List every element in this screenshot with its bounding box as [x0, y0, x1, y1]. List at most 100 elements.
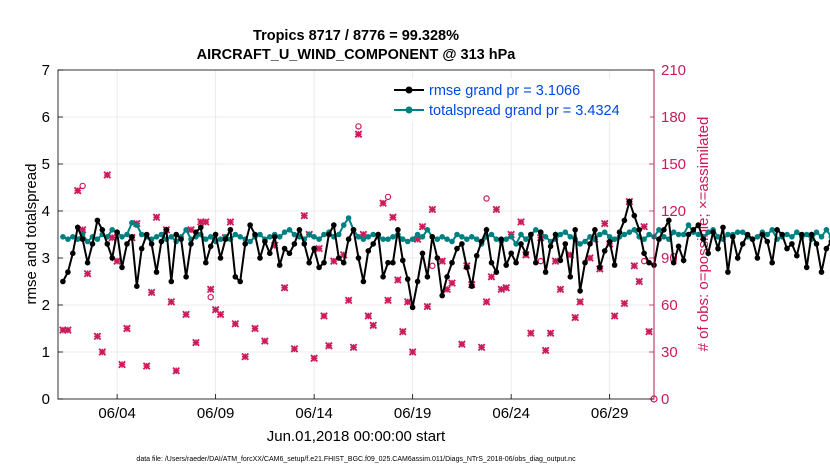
- rmse-point: [705, 250, 711, 257]
- x-axis-ticks: 06/04 06/09 06/14 06/19 06/24 06/29: [98, 394, 628, 422]
- obs-assimilated-point: [482, 298, 491, 306]
- obs-assimilated-point: [389, 213, 397, 222]
- obs-assimilated-point: [418, 222, 427, 231]
- rmse-point: [262, 238, 268, 245]
- totalspread-point: [355, 234, 362, 240]
- rmse-point: [616, 229, 623, 235]
- obs-assimilated-point: [251, 324, 259, 333]
- obs-assimilated-point: [379, 199, 387, 208]
- obs-assimilated-point: [635, 277, 644, 286]
- rmse-point: [84, 259, 91, 266]
- totalspread-point: [459, 234, 465, 240]
- totalspread-point: [60, 234, 66, 240]
- rmse-point: [281, 245, 288, 252]
- rmse-point: [518, 241, 524, 247]
- y-tick-label: 6: [42, 109, 50, 126]
- totalspread-point: [207, 234, 214, 240]
- x-axis-label: Jun.01,2018 00:00:00 start: [267, 428, 446, 445]
- totalspread-point: [611, 236, 618, 242]
- totalspread-point: [257, 231, 263, 238]
- rmse-point: [188, 241, 194, 247]
- rmse-point: [449, 259, 455, 266]
- rmse-point: [212, 231, 219, 238]
- rmse-point: [483, 227, 490, 233]
- rmse-point: [493, 269, 500, 275]
- totalspread-point: [454, 231, 460, 238]
- rmse-point: [316, 264, 322, 271]
- rmse-point: [404, 276, 411, 282]
- legend-rmse-marker: [405, 86, 413, 94]
- rmse-point: [375, 231, 382, 238]
- totalspread-point: [661, 234, 667, 240]
- totalspread-point: [784, 231, 790, 238]
- rmse-point: [789, 241, 795, 247]
- totalspread-point: [621, 231, 628, 238]
- totalspread-point: [404, 238, 411, 245]
- totalspread-point: [464, 236, 470, 242]
- y2-tick-label: 0: [661, 391, 669, 408]
- rmse-point: [419, 250, 426, 257]
- totalspread-point: [134, 222, 140, 228]
- totalspread-point: [597, 231, 603, 238]
- totalspread-point: [336, 231, 342, 238]
- rmse-point: [291, 241, 298, 247]
- obs-assimilated-point: [369, 321, 378, 330]
- rmse-point: [173, 231, 179, 238]
- rmse-point: [434, 255, 441, 261]
- obs-assimilated-point: [620, 299, 629, 308]
- series-lines: [60, 198, 830, 311]
- obs-assimilated-point: [192, 338, 200, 347]
- totalspread-point: [646, 231, 652, 238]
- rmse-point: [695, 222, 702, 228]
- rmse-point: [222, 236, 229, 242]
- obs-assimilated-point: [576, 298, 584, 306]
- obs-possible-point: [384, 193, 392, 201]
- totalspread-point: [606, 234, 613, 240]
- rmse-point: [710, 229, 716, 235]
- rmse-point: [138, 245, 145, 252]
- totalspread-point: [439, 234, 446, 240]
- rmse-point: [646, 259, 652, 266]
- obs-assimilated-point: [502, 283, 511, 292]
- rmse-point: [217, 255, 224, 261]
- obs-assimilated-point: [423, 302, 432, 311]
- obs-assimilated-point: [458, 340, 466, 349]
- rmse-point: [198, 224, 204, 231]
- rmse-point: [65, 269, 71, 275]
- totalspread-point: [286, 227, 293, 233]
- rmse-point: [503, 262, 510, 268]
- rmse-point: [232, 274, 239, 280]
- rmse-point: [523, 250, 529, 257]
- totalspread-point: [715, 234, 721, 240]
- rmse-point: [168, 278, 175, 285]
- rmse-point: [459, 241, 465, 247]
- rmse-point: [143, 231, 150, 238]
- y2-tick-label: 180: [661, 109, 686, 126]
- totalspread-point: [419, 234, 426, 240]
- totalspread-point: [705, 229, 711, 235]
- rmse-point: [774, 227, 780, 233]
- rmse-point: [163, 227, 170, 233]
- y-tick-label: 3: [42, 250, 50, 267]
- rmse-point: [60, 278, 66, 285]
- totalspread-point: [380, 236, 386, 242]
- totalspread-point: [276, 234, 283, 240]
- x-tick-label: 06/19: [394, 405, 432, 422]
- rmse-point: [715, 245, 721, 252]
- rmse-point: [114, 229, 120, 235]
- rmse-point: [606, 238, 613, 245]
- totalspread-point: [390, 234, 396, 240]
- rmse-point: [321, 259, 327, 266]
- totalspread-point: [794, 229, 800, 235]
- totalspread-point: [562, 229, 569, 235]
- obs-assimilated-point: [320, 312, 328, 320]
- obs-assimilated-point: [438, 257, 447, 265]
- totalspread-point: [675, 231, 682, 238]
- rmse-point: [636, 227, 642, 233]
- totalspread-point: [626, 229, 633, 235]
- totalspread-point: [370, 231, 377, 238]
- obs-assimilated-point: [546, 329, 555, 338]
- totalspread-point: [153, 234, 160, 240]
- totalspread-point: [281, 229, 288, 235]
